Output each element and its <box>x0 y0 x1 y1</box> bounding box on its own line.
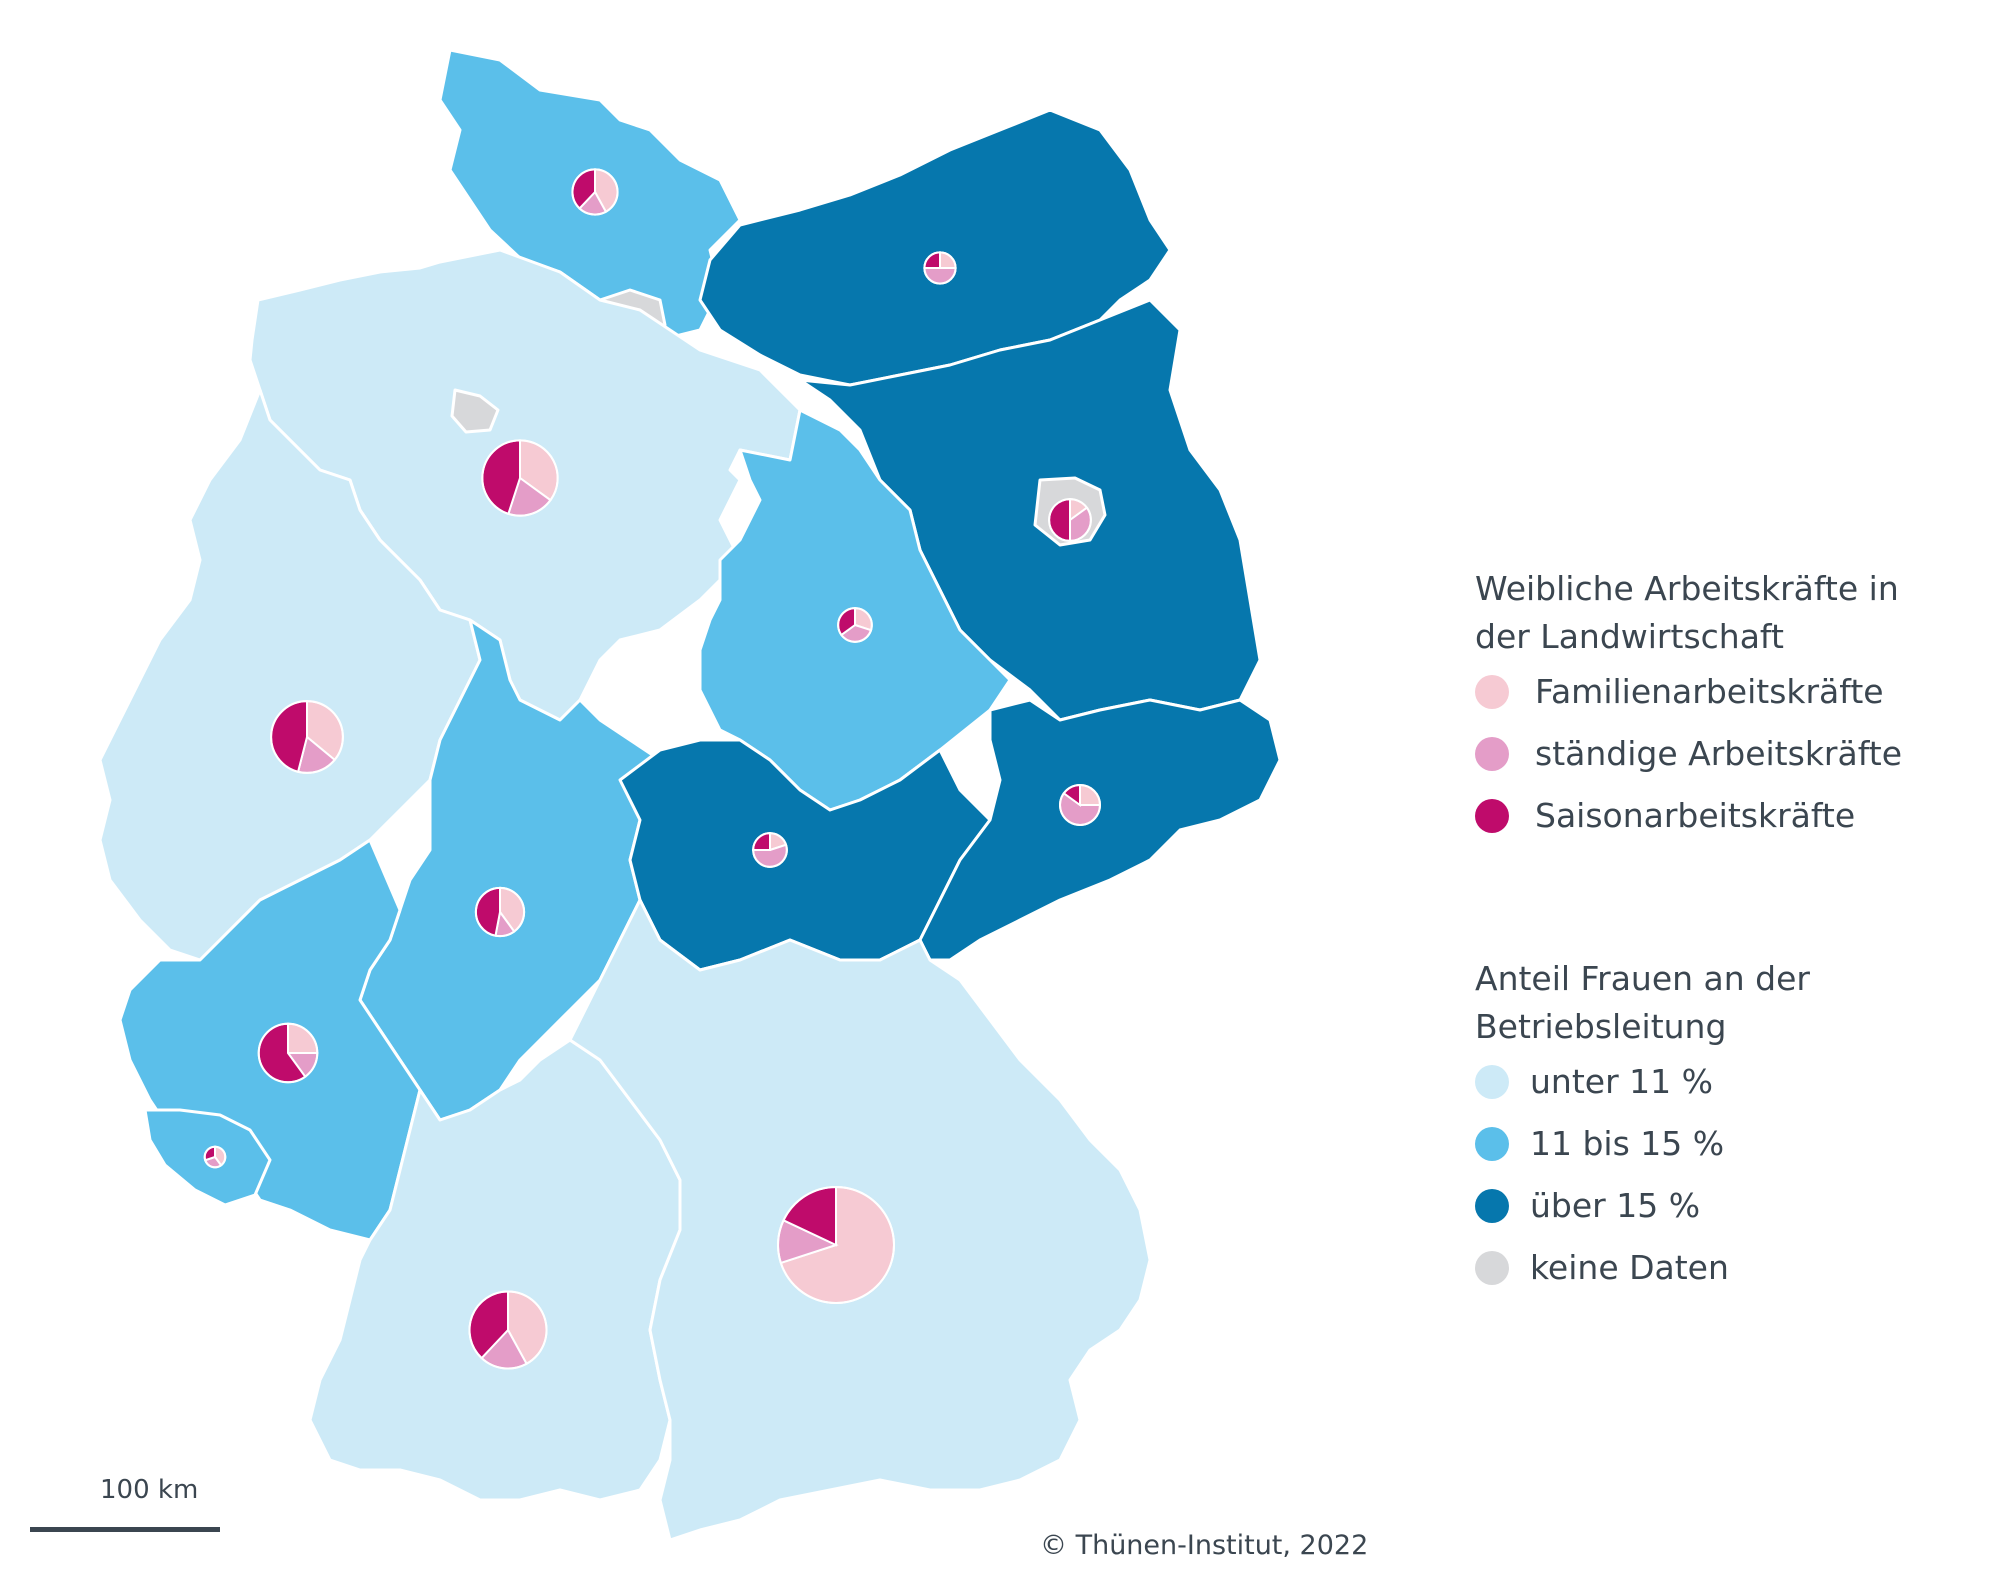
legend-item-saison: Saisonarbeitskräfte <box>1475 785 1899 847</box>
11-bis-15-swatch-icon <box>1475 1127 1509 1161</box>
legend-item-staendige-label: ständige Arbeitskräfte <box>1535 734 1902 773</box>
pie-nordrhein-westfalen <box>270 700 344 774</box>
pie-baden-wuerttemberg <box>468 1290 548 1370</box>
scale-bar-line <box>30 1527 220 1532</box>
copyright-credit: © Thünen-Institut, 2022 <box>1040 1530 1369 1561</box>
keine-daten-swatch-icon <box>1475 1251 1509 1285</box>
pie-sachsen-anhalt <box>837 607 873 643</box>
legend-item-familien-label: Familienarbeitskräfte <box>1535 672 1884 711</box>
pie-saarland <box>203 1145 227 1169</box>
pie-sachsen <box>1059 784 1101 826</box>
pie-outline-sachsen-anhalt <box>837 607 873 643</box>
pie-bayern <box>777 1185 895 1304</box>
legend-item-ueber-15-label: über 15 % <box>1530 1186 1701 1225</box>
pie-niedersachsen <box>481 439 559 517</box>
pie-hessen <box>474 886 526 938</box>
pie-charts <box>203 168 1101 1370</box>
pie-outline-niedersachsen <box>481 439 559 517</box>
pie-outline-nordrhein-westfalen <box>270 700 344 774</box>
pie-outline-hessen <box>474 886 526 938</box>
state-area-hessen <box>358 618 662 1122</box>
pie-outline-bayern <box>777 1186 895 1304</box>
legend-female-workers: Weibliche Arbeitskräfte in der Landwirts… <box>1475 565 1902 847</box>
state-area-sachsen <box>918 698 1282 962</box>
pie-outline-sachsen <box>1059 784 1101 826</box>
legend-item-11-bis-15: 11 bis 15 % <box>1475 1113 1810 1175</box>
pie-outline-brandenburg <box>1048 498 1092 542</box>
pie-outline-schleswig-holstein <box>571 168 619 216</box>
legend-item-familien: Familienarbeitskräfte <box>1475 661 1899 723</box>
pie-outline-baden-wuerttemberg <box>468 1290 548 1370</box>
legend-female-workers-title: Weibliche Arbeitskräfte in der Landwirts… <box>1475 569 1899 656</box>
saison-swatch-icon <box>1475 799 1509 833</box>
ueber-15-swatch-icon <box>1475 1189 1509 1223</box>
pie-mecklenburg-vorpommern <box>923 251 957 285</box>
pie-outline-thueringen <box>752 832 788 868</box>
familien-swatch-icon <box>1475 675 1509 709</box>
pie-rheinland-pfalz <box>257 1022 319 1084</box>
state-area-bremen <box>450 388 500 434</box>
pie-outline-rheinland-pfalz <box>257 1022 319 1084</box>
legend-item-keine-daten-label: keine Daten <box>1530 1248 1729 1287</box>
pie-thueringen <box>752 832 788 868</box>
pie-outline-saarland <box>203 1145 227 1169</box>
pie-schleswig-holstein <box>571 168 619 216</box>
legend-item-keine-daten: keine Daten <box>1475 1237 1810 1299</box>
state-areas <box>98 48 1282 1542</box>
state-area-mecklenburg-vorpommern <box>698 108 1172 387</box>
legend-item-staendige: ständige Arbeitskräfte <box>1475 723 1902 785</box>
legend-management-share-title: Anteil Frauen an der Betriebsleitung <box>1475 959 1810 1046</box>
unter-11-swatch-icon <box>1475 1065 1509 1099</box>
pie-brandenburg <box>1048 498 1092 542</box>
legend-item-unter-11-label: unter 11 % <box>1530 1062 1713 1101</box>
legend-item-saison-label: Saisonarbeitskräfte <box>1535 796 1856 835</box>
legend-item-unter-11: unter 11 % <box>1475 1051 1810 1113</box>
staendige-swatch-icon <box>1475 737 1509 771</box>
legend-item-ueber-15: über 15 % <box>1475 1175 1810 1237</box>
pie-outline-mecklenburg-vorpommern <box>923 251 957 285</box>
legend-management-share: Anteil Frauen an der Betriebsleitung unt… <box>1475 955 1810 1299</box>
state-area-baden-wuerttemberg <box>308 1038 682 1502</box>
legend-item-11-bis-15-label: 11 bis 15 % <box>1530 1124 1725 1163</box>
scale-bar-label: 100 km <box>100 1475 199 1505</box>
